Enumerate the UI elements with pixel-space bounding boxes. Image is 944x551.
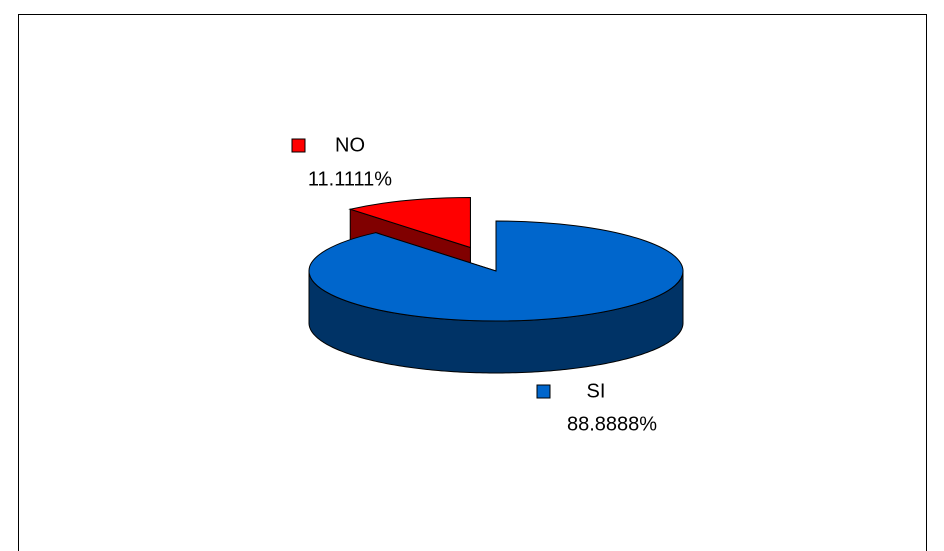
legend-swatch	[536, 384, 551, 399]
slice	[348, 197, 471, 249]
legend-swatch	[291, 138, 306, 153]
slice-value-label: 11.1111%	[308, 168, 392, 190]
labels: NO 11.1111% SI 88.8888%	[291, 134, 657, 435]
slice-name: SI	[587, 380, 606, 402]
slice-name: NO	[335, 134, 365, 156]
pie	[308, 197, 684, 374]
slice	[308, 220, 684, 322]
slice-value-label: 88.8888%	[567, 413, 657, 435]
